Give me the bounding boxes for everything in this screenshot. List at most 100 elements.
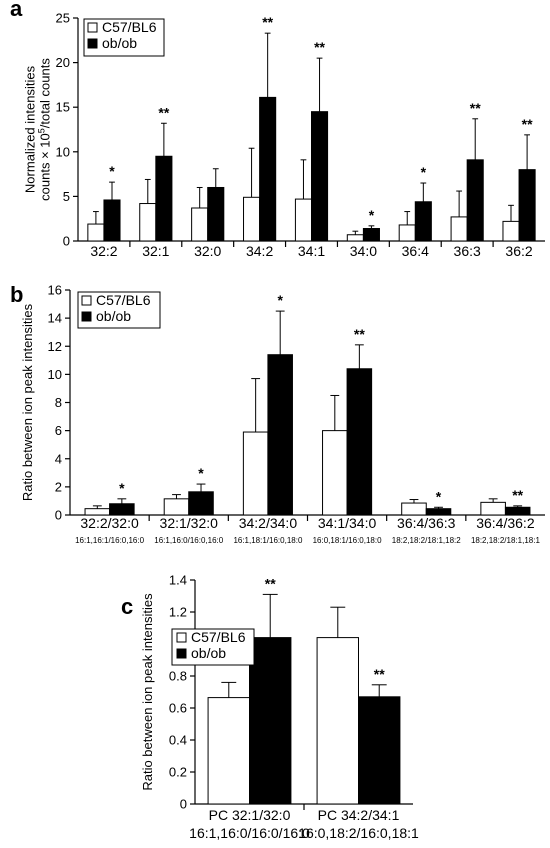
y-tick-label: 4 <box>55 451 62 466</box>
y-tick-label: 0.8 <box>169 669 187 684</box>
bar-ob/ob <box>267 354 293 516</box>
bar-ob/ob <box>466 159 484 242</box>
y-tick-label: 1.4 <box>169 573 187 588</box>
bar-ob/ob <box>155 155 173 242</box>
legend-label: ob/ob <box>96 308 131 324</box>
bar-C57/BL6 <box>480 501 506 516</box>
category-label: 34:1 <box>298 243 325 259</box>
category-label: 34:2 <box>246 243 273 259</box>
category-sublabel: 16:0,18:2/16:0,18:1 <box>298 825 419 841</box>
category-label: 32:1/32:0 <box>160 515 219 531</box>
y-axis-label: Ratio between ion peak intensities <box>20 303 35 501</box>
bar-C57/BL6 <box>316 637 359 805</box>
panel-a: a 0 5 10 15 20 25 Normalized intensities counts … <box>10 0 545 259</box>
bar-ob/ob <box>414 201 432 242</box>
y-axis-label: Normalized intensities <box>23 65 38 193</box>
significance-marker: * <box>421 164 427 180</box>
significance-marker: * <box>198 465 204 481</box>
panel-b: b 0 2 4 6 8 10 12 14 16 Ratio between ion peak int… <box>10 282 545 545</box>
category-label: 36:2 <box>505 243 532 259</box>
y-tick-label: 2 <box>55 479 62 494</box>
y-tick-label: 14 <box>48 311 62 326</box>
panel-letter: b <box>10 282 23 307</box>
significance-marker: ** <box>265 575 276 591</box>
panel-letter: c <box>121 594 133 619</box>
category-label: 36:4/36:2 <box>476 515 535 531</box>
bar-ob/ob <box>504 506 531 516</box>
legend-label: C57/BL6 <box>191 629 246 645</box>
bar-ob/ob <box>259 96 277 242</box>
y-tick-label: 0.4 <box>169 733 187 748</box>
significance-marker: ** <box>354 326 365 342</box>
significance-marker: * <box>119 480 125 496</box>
bar-ob/ob <box>103 199 121 242</box>
bar-C57/BL6 <box>502 220 520 242</box>
y-tick-label: 0 <box>55 508 62 523</box>
bar-ob/ob <box>362 228 380 242</box>
category-sublabel: 18:2,18:2/18:1,18:2 <box>392 536 462 545</box>
bar-C57/BL6 <box>191 207 209 242</box>
category-label: 32:0 <box>194 243 221 259</box>
significance-marker: ** <box>512 487 523 503</box>
bar-ob/ob <box>188 491 214 516</box>
y-tick-label: 15 <box>56 100 70 115</box>
bar-ob/ob <box>358 696 401 805</box>
legend-label: C57/BL6 <box>96 292 151 308</box>
category-label: 36:4/36:3 <box>397 515 456 531</box>
significance-marker: * <box>277 292 283 308</box>
bar-C57/BL6 <box>398 224 416 242</box>
category-sublabel: 16:1,16:0/16:0,16:0 <box>154 536 224 545</box>
y-tick-label: 8 <box>55 395 62 410</box>
y-tick-label: 0.6 <box>169 701 187 716</box>
y-tick-label: 5 <box>63 189 70 204</box>
bar-ob/ob <box>207 186 225 242</box>
bar-C57/BL6 <box>243 196 261 242</box>
bar-C57/BL6 <box>322 430 348 516</box>
significance-marker: * <box>109 163 115 179</box>
y-tick-label: 1.2 <box>169 605 187 620</box>
legend-box <box>77 291 161 329</box>
bar-C57/BL6 <box>346 234 364 242</box>
legend-swatch <box>81 311 92 322</box>
y-tick-label: 20 <box>56 55 70 70</box>
y-tick-label: 25 <box>56 11 70 26</box>
legend-swatch <box>176 648 187 659</box>
legend-swatch <box>87 22 98 33</box>
bar-C57/BL6 <box>401 502 427 516</box>
significance-marker: ** <box>522 116 533 132</box>
y-tick-label: 0 <box>180 797 187 812</box>
bar-C57/BL6 <box>242 431 269 516</box>
category-sublabel: 16:1,18:1/16:0,18:0 <box>233 536 303 545</box>
legend-swatch <box>87 38 98 49</box>
significance-marker: * <box>436 488 442 504</box>
category-label: 34:1/34:0 <box>318 515 377 531</box>
significance-marker: ** <box>158 104 169 120</box>
bar-C57/BL6 <box>294 198 313 242</box>
category-sublabel: 16:1,16:0/16:0/16:0 <box>189 825 310 841</box>
category-label: 32:2/32:0 <box>80 515 139 531</box>
y-tick-label: 0.2 <box>169 765 187 780</box>
legend-swatch <box>176 632 187 643</box>
bar-C57/BL6 <box>163 498 190 516</box>
category-sublabel: 18:2,18:2/18:1,18:1 <box>471 536 541 545</box>
bar-ob/ob <box>311 111 329 242</box>
bar-ob/ob <box>249 637 292 805</box>
category-label: 32:1 <box>142 243 169 259</box>
category-label: PC 34:2/34:1 <box>318 807 400 823</box>
category-label: 34:0 <box>350 243 377 259</box>
y-axis-label: Ratio between ion peak intensities <box>140 593 155 791</box>
y-tick-label: 10 <box>56 144 70 159</box>
legend-label: ob/ob <box>102 35 137 51</box>
y-tick-label: 12 <box>48 339 62 354</box>
category-label: 36:3 <box>454 243 481 259</box>
bar-C57/BL6 <box>87 223 105 242</box>
significance-marker: ** <box>314 39 325 55</box>
bar-ob/ob <box>518 169 536 242</box>
panel-letter: a <box>10 0 23 21</box>
significance-marker: ** <box>374 666 385 682</box>
y-tick-label: 0 <box>63 234 70 249</box>
legend-label: ob/ob <box>191 645 226 661</box>
legend-swatch <box>81 295 92 306</box>
